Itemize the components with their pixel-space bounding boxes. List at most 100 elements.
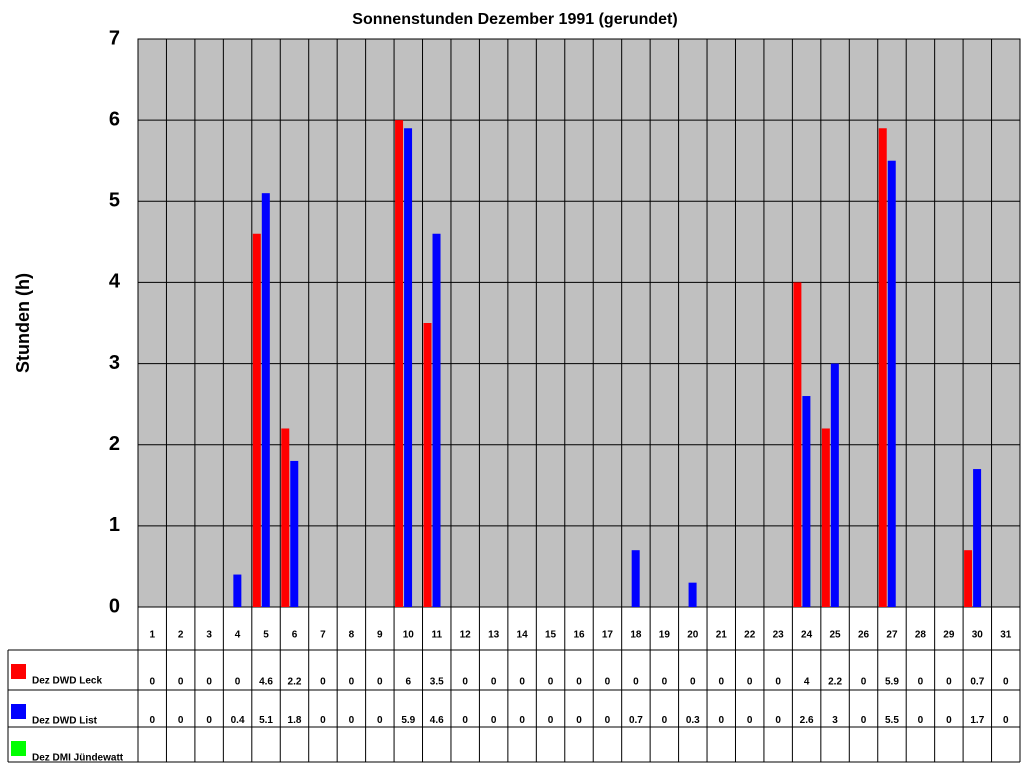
table-value: 0 — [918, 677, 924, 688]
x-tick-label: 12 — [460, 630, 472, 641]
table-value: 0 — [690, 677, 696, 688]
table-value: 2.2 — [288, 677, 302, 688]
x-tick-label: 18 — [630, 630, 642, 641]
x-tick-label: 31 — [1000, 630, 1012, 641]
table-value: 0 — [576, 677, 582, 688]
y-tick-label: 6 — [109, 108, 120, 130]
table-value: 5.5 — [885, 715, 899, 726]
y-tick-label: 7 — [109, 27, 120, 49]
legend-swatch — [11, 704, 26, 719]
x-tick-label: 13 — [488, 630, 500, 641]
x-tick-label: 3 — [206, 630, 212, 641]
table-value: 5.9 — [885, 677, 899, 688]
bar — [395, 120, 404, 608]
y-axis-label: Stunden (h) — [13, 273, 33, 373]
table-value: 1.8 — [288, 715, 302, 726]
chart-title: Sonnenstunden Dezember 1991 (gerundet) — [352, 11, 677, 28]
bar — [688, 582, 697, 607]
bar — [821, 428, 830, 607]
table-value: 0.3 — [686, 715, 700, 726]
bar — [432, 233, 441, 607]
x-tick-label: 16 — [573, 630, 585, 641]
table-value: 2.6 — [800, 715, 814, 726]
bar — [793, 282, 802, 607]
x-tick-label: 28 — [915, 630, 927, 641]
table-value: 0.7 — [970, 677, 984, 688]
table-value: 0 — [662, 715, 668, 726]
table-value: 0 — [206, 715, 212, 726]
y-tick-label: 0 — [109, 595, 120, 617]
table-value: 0 — [349, 677, 355, 688]
x-tick-label: 14 — [517, 630, 529, 641]
x-tick-label: 19 — [659, 630, 671, 641]
x-tick-label: 10 — [403, 630, 415, 641]
bar — [631, 550, 640, 607]
legend-swatch — [11, 741, 26, 756]
table-value: 0 — [519, 715, 525, 726]
y-tick-label: 1 — [109, 514, 120, 536]
x-tick-label: 20 — [687, 630, 699, 641]
table-value: 0 — [633, 677, 639, 688]
x-tick-label: 26 — [858, 630, 870, 641]
table-value: 0 — [861, 715, 867, 726]
bar — [830, 363, 839, 607]
table-value: 0 — [1003, 677, 1009, 688]
bar — [423, 323, 432, 607]
x-tick-label: 29 — [943, 630, 955, 641]
table-value: 0 — [178, 715, 184, 726]
x-tick-label: 9 — [377, 630, 383, 641]
table-value: 0 — [519, 677, 525, 688]
table-value: 0 — [775, 677, 781, 688]
table-value: 0 — [605, 677, 611, 688]
x-tick-label: 7 — [320, 630, 326, 641]
table-value: 0 — [491, 715, 497, 726]
table-value: 0 — [349, 715, 355, 726]
table-value: 4 — [804, 677, 810, 688]
table-value: 0 — [235, 677, 241, 688]
x-tick-label: 17 — [602, 630, 614, 641]
table-value: 0.7 — [629, 715, 643, 726]
table-value: 0 — [178, 677, 184, 688]
table-value: 0 — [718, 677, 724, 688]
table-value: 0 — [576, 715, 582, 726]
x-tick-label: 23 — [773, 630, 785, 641]
table-value: 0 — [747, 677, 753, 688]
table-value: 0 — [320, 677, 326, 688]
y-tick-label: 3 — [109, 352, 120, 374]
y-tick-label: 4 — [109, 271, 121, 293]
legend-swatch — [11, 664, 26, 679]
x-tick-label: 11 — [431, 630, 442, 641]
bar — [964, 550, 973, 607]
x-tick-label: 1 — [149, 630, 155, 641]
table-value: 0 — [605, 715, 611, 726]
table-value: 0 — [206, 677, 212, 688]
x-tick-label: 2 — [178, 630, 184, 641]
table-value: 0 — [491, 677, 497, 688]
table-value: 0 — [1003, 715, 1009, 726]
bar — [973, 469, 982, 607]
table-value: 5.1 — [259, 715, 273, 726]
table-value: 0 — [548, 715, 554, 726]
bar — [802, 396, 811, 607]
table-value: 0 — [377, 677, 383, 688]
table-value: 3.5 — [430, 677, 444, 688]
x-tick-label: 24 — [801, 630, 813, 641]
table-value: 1.7 — [970, 715, 984, 726]
table-value: 6 — [406, 677, 412, 688]
table-value: 0 — [747, 715, 753, 726]
table-value: 0 — [462, 677, 468, 688]
table-value: 3 — [832, 715, 838, 726]
table-value: 4.6 — [259, 677, 273, 688]
table-value: 0 — [662, 677, 668, 688]
table-value: 0.4 — [231, 715, 245, 726]
table-value: 0 — [946, 715, 952, 726]
table-value: 2.2 — [828, 677, 842, 688]
legend-label: Dez DWD List — [32, 716, 98, 727]
y-tick-label: 5 — [109, 190, 120, 212]
table-value: 5.9 — [401, 715, 415, 726]
y-tick-label: 2 — [109, 433, 120, 455]
table-value: 0 — [718, 715, 724, 726]
x-tick-label: 30 — [972, 630, 984, 641]
table-value: 4.6 — [430, 715, 444, 726]
